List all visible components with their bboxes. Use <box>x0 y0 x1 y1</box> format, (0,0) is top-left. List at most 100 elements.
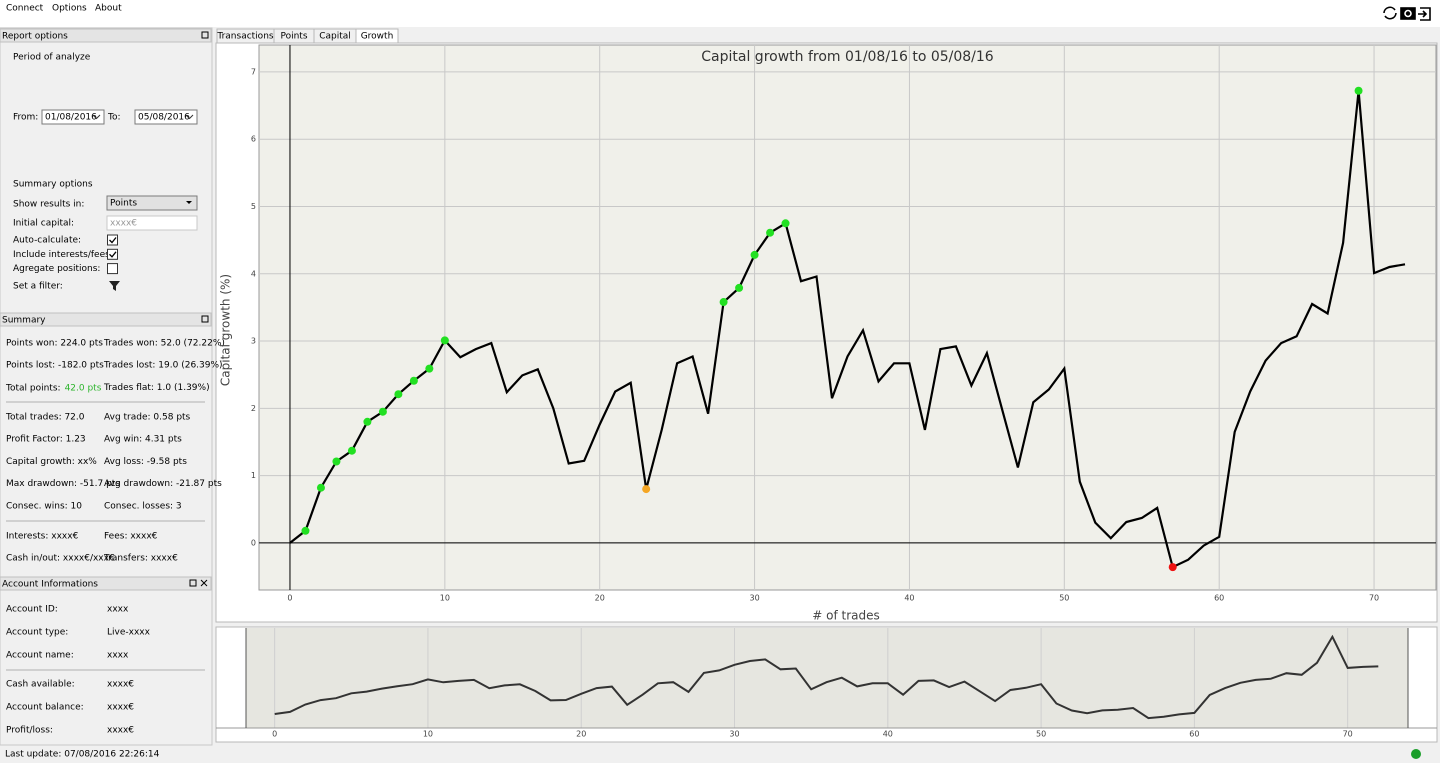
show-results-label: Show results in: <box>13 200 84 210</box>
y-axis-label: Capital growth (%) <box>219 274 233 386</box>
tab-label: Capital <box>319 32 351 42</box>
show-results[interactable] <box>106 195 198 211</box>
summary-cell: Trades flat: 1.0 (1.39%) <box>103 383 210 393</box>
y-tick-label: 6 <box>251 135 256 144</box>
trade-marker <box>378 407 387 416</box>
trade-marker <box>750 250 759 259</box>
summary-cell: Avg win: 4.31 pts <box>104 435 182 445</box>
overview-tick-label: 70 <box>1343 730 1353 739</box>
overview-tick-label: 50 <box>1036 730 1046 739</box>
summary-cell: Profit Factor: 1.23 <box>6 435 86 445</box>
toolbar-icons[interactable] <box>1383 6 1431 21</box>
to-label: To: <box>107 113 121 123</box>
trade-marker <box>409 376 418 385</box>
overview-tick-label: 0 <box>272 730 277 739</box>
y-tick-label: 2 <box>251 404 256 413</box>
camera-icon[interactable] <box>1400 7 1416 20</box>
menu-item: Options <box>52 4 87 14</box>
left-panel <box>0 27 213 746</box>
section-header <box>0 28 212 43</box>
overview-tick-label: 40 <box>883 730 893 739</box>
account-value: xxxx€ <box>107 703 134 713</box>
checkbox[interactable] <box>107 248 118 260</box>
refresh-icon[interactable] <box>1383 6 1397 20</box>
float-button[interactable] <box>189 579 197 587</box>
y-tick-label: 0 <box>251 538 256 547</box>
summary-cell: Capital growth: xx% <box>6 457 97 467</box>
float-button[interactable] <box>201 31 209 39</box>
x-tick-label: 0 <box>287 594 292 603</box>
checkbox-label: Include interests/fees: <box>13 250 113 260</box>
overview-tick-label: 60 <box>1189 730 1199 739</box>
trade-marker <box>642 485 651 494</box>
summary-cell: Consec. wins: 10 <box>6 501 82 511</box>
summary-cell: Avg drawdown: -21.87 pts <box>104 479 222 489</box>
from-date-text: 01/08/2016 <box>45 113 97 123</box>
summary-value: 42.0 pts <box>65 383 102 393</box>
y-tick-label: 7 <box>251 67 256 76</box>
to-date[interactable] <box>134 109 198 125</box>
summary-cell: Max drawdown: -51.7 pts <box>6 479 120 489</box>
trade-marker <box>719 298 728 307</box>
y-tick-label: 5 <box>251 202 256 211</box>
x-tick-label: 10 <box>440 594 450 603</box>
filter-label: Set a filter: <box>13 282 63 292</box>
x-tick-label: 40 <box>904 594 914 603</box>
checkmark <box>109 237 117 244</box>
tab-label: Growth <box>361 32 394 42</box>
summary-cell: Points won: 224.0 pts <box>6 339 103 349</box>
status-text: Last update: 07/08/2016 22:26:14 <box>5 750 160 760</box>
overview-tick-label: 10 <box>423 730 433 739</box>
to-date-text: 05/08/2016 <box>138 113 190 123</box>
filter-icon[interactable] <box>109 281 120 291</box>
trade-marker <box>440 336 449 345</box>
menu-bar <box>0 0 1440 27</box>
trade-marker <box>766 228 775 237</box>
trade-marker <box>347 446 356 455</box>
y-tick-label: 1 <box>251 471 256 480</box>
overview-tick-label: 30 <box>729 730 739 739</box>
plot-area <box>258 44 1437 591</box>
from-date[interactable] <box>41 109 105 125</box>
dropdown-arrow <box>185 114 194 120</box>
export-icon[interactable] <box>1418 7 1431 21</box>
overview-tick-label: 20 <box>576 730 586 739</box>
trade-marker <box>316 483 325 492</box>
tab[interactable] <box>355 28 399 44</box>
summary-cell: Avg trade: 0.58 pts <box>104 413 191 423</box>
account-value: xxxx <box>107 651 129 661</box>
overview-selection <box>246 628 1408 728</box>
y-tick-label: 3 <box>251 337 256 346</box>
summary-cell: Interests: xxxx€ <box>6 532 79 542</box>
trade-marker <box>332 457 341 466</box>
checkbox[interactable] <box>107 263 118 275</box>
summary-cell: Total points: 42.0 pts <box>5 383 102 393</box>
account-value: xxxx€ <box>107 680 134 690</box>
menu-item: About <box>95 4 122 14</box>
account-label: Cash available: <box>6 680 75 690</box>
dropdown-arrow <box>92 114 101 120</box>
x-tick-label: 70 <box>1369 594 1379 603</box>
summary-options-label: Summary options <box>13 180 93 190</box>
summary-cell: Consec. losses: 3 <box>104 501 182 511</box>
initial-capital-label: Initial capital: <box>13 219 74 229</box>
x-tick-label: 50 <box>1059 594 1069 603</box>
float-button[interactable] <box>201 315 209 323</box>
summary-cell: Total trades: 72.0 <box>5 413 85 423</box>
summary-cell: Trades won: 52.0 (72.22%) <box>103 339 225 349</box>
initial-capital-input[interactable] <box>106 215 198 231</box>
checkbox[interactable] <box>107 234 118 246</box>
growth-line <box>289 90 1406 569</box>
x-axis-label: # of trades <box>812 609 880 623</box>
show-results-text: Points <box>110 199 137 209</box>
trade-marker <box>781 219 790 228</box>
dropdown-arrow <box>186 201 192 204</box>
from-label: From: <box>13 113 38 123</box>
close-button[interactable] <box>200 579 208 587</box>
y-tick-label: 4 <box>251 269 256 278</box>
tab-label: Points <box>280 32 307 42</box>
chart-title: Capital growth from 01/08/16 to 05/08/16 <box>701 49 994 65</box>
menu-item: Connect <box>6 4 44 14</box>
account-label: Account balance: <box>6 703 84 713</box>
trade-marker <box>394 390 403 399</box>
